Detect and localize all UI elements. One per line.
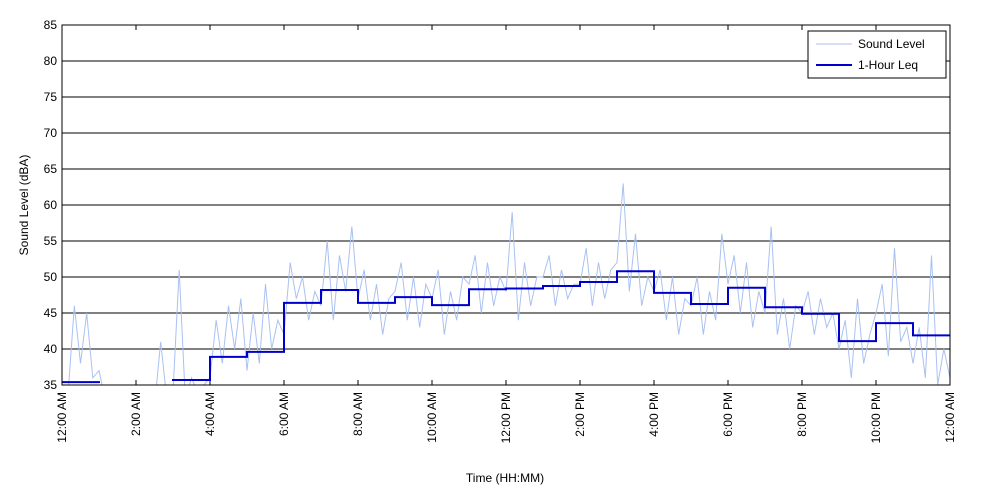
x-tick-label: 12:00 PM: [499, 392, 513, 443]
x-axis-label: Time (HH:MM): [466, 471, 544, 485]
plot-series: [62, 183, 950, 385]
x-tick-label: 6:00 AM: [277, 392, 291, 436]
x-tick-label: 12:00 AM: [943, 392, 957, 443]
x-tick-label: 12:00 AM: [55, 392, 69, 443]
x-tick-label: 8:00 PM: [795, 392, 809, 437]
y-tick-label: 70: [44, 126, 58, 140]
y-tick-label: 85: [44, 18, 58, 32]
y-tick-label: 75: [44, 90, 58, 104]
y-tick-label: 50: [44, 270, 58, 284]
plot-frame: [61, 24, 951, 386]
legend-label: Sound Level: [858, 37, 925, 51]
x-tick-label: 10:00 AM: [425, 392, 439, 443]
x-tick-label: 2:00 AM: [129, 392, 143, 436]
y-axis-label: Sound Level (dBA): [17, 155, 31, 256]
legend-box: [807, 30, 947, 79]
y-tick-label: 60: [44, 198, 58, 212]
y-tick-label: 65: [44, 162, 58, 176]
y-tick-label: 45: [44, 306, 58, 320]
y-tick-label: 40: [44, 342, 58, 356]
y-tick-label: 80: [44, 54, 58, 68]
legend-label: 1-Hour Leq: [858, 58, 918, 72]
x-tick-label: 4:00 PM: [647, 392, 661, 437]
x-tick-label: 6:00 PM: [721, 392, 735, 437]
x-tick-label: 2:00 PM: [573, 392, 587, 437]
y-tick-label: 55: [44, 234, 58, 248]
x-tick-label: 4:00 AM: [203, 392, 217, 436]
x-tick-label: 8:00 AM: [351, 392, 365, 436]
x-tick-label: 10:00 PM: [869, 392, 883, 443]
y-tick-label: 35: [44, 378, 58, 392]
